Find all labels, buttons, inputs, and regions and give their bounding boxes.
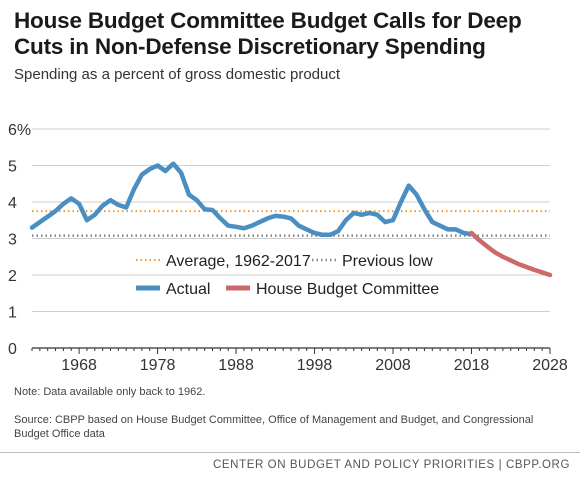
line-chart: 0 1 2 3 4 5 6% 1968 1978 1988 1998 2008 2018 2028 Ave… — [8, 122, 568, 374]
x-tick-label: 1978 — [140, 357, 176, 374]
y-tick-label: 0 — [8, 341, 17, 358]
chart-source: Source: CBPP based on House Budget Commi… — [14, 414, 534, 440]
y-tick-label: 3 — [8, 232, 17, 249]
x-tick-label: 1968 — [61, 357, 97, 374]
series-actual-line — [29, 161, 474, 238]
x-tick-label: 1988 — [218, 357, 254, 374]
chart-title: House Budget Committee Budget Calls for … — [14, 8, 522, 59]
chart-note: Note: Data available only back to 1962. — [14, 386, 206, 398]
series-house-budget-line — [469, 230, 553, 278]
axes: 0 1 2 3 4 5 6% 1968 1978 1988 1998 2008 2018 2028 — [8, 122, 568, 374]
y-tick-label: 5 — [8, 159, 17, 176]
x-tick-label: 1998 — [297, 357, 333, 374]
footer-credit: CENTER ON BUDGET AND POLICY PRIORITIES |… — [212, 459, 570, 471]
gridlines — [32, 128, 550, 312]
y-tick-label: 6% — [8, 122, 31, 139]
x-tick-label: 2028 — [532, 357, 568, 374]
legend-label-actual: Actual — [166, 281, 210, 298]
series-lines — [29, 161, 553, 278]
x-tick-label: 2018 — [454, 357, 490, 374]
y-tick-label: 4 — [8, 195, 17, 212]
legend-label-average: Average, 1962-2017 — [166, 253, 311, 270]
y-tick-label: 2 — [8, 268, 17, 285]
x-tick-label: 2008 — [375, 357, 411, 374]
legend-label-house-budget: House Budget Committee — [256, 281, 439, 298]
legend: Average, 1962-2017 Previous low Actual H… — [136, 253, 439, 298]
chart-subtitle: Spending as a percent of gross domestic … — [14, 66, 341, 83]
reference-lines — [32, 210, 550, 237]
y-tick-label: 1 — [8, 305, 17, 322]
legend-label-previous-low: Previous low — [342, 253, 433, 270]
footer-divider — [0, 452, 580, 453]
